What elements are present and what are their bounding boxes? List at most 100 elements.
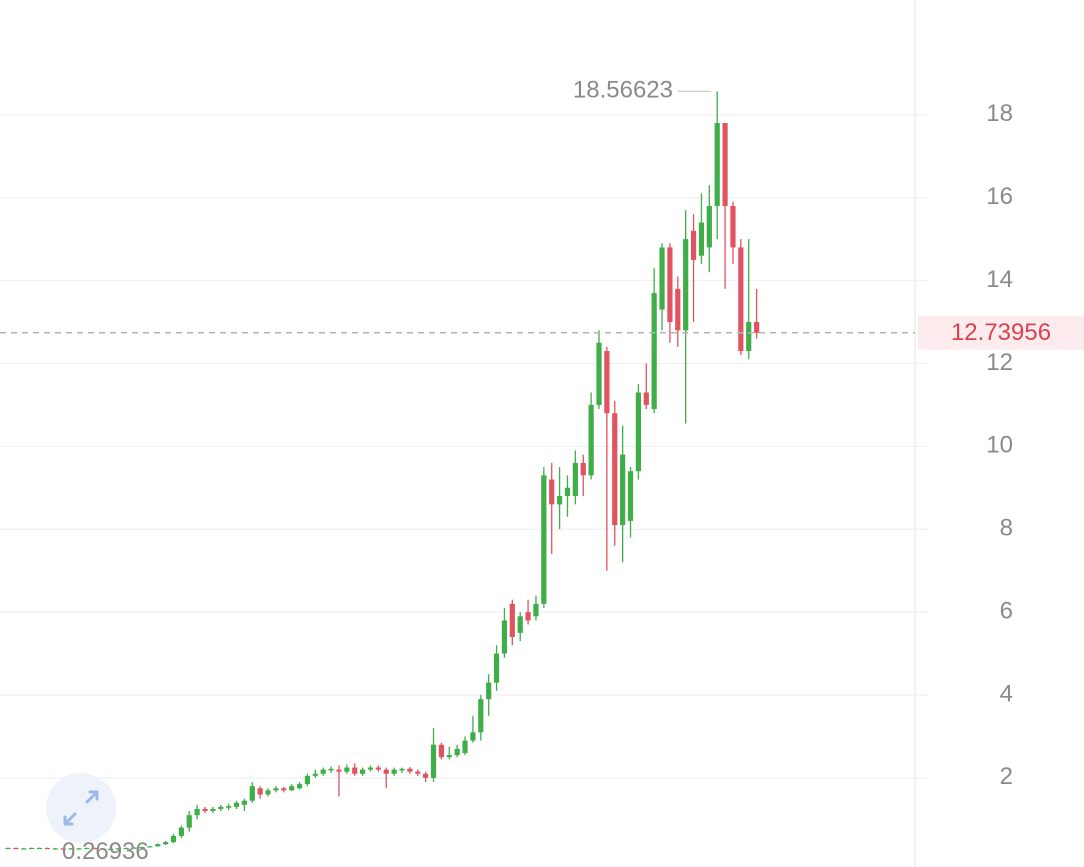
candle-body (620, 454, 626, 526)
candle-body (60, 848, 66, 850)
y-tick-label: 16 (986, 183, 1013, 210)
candle-body (690, 230, 697, 260)
candle-body (604, 351, 610, 414)
candle-body (486, 682, 492, 700)
candle-body (399, 768, 405, 771)
expand-circle[interactable] (46, 773, 116, 843)
candle-body (517, 616, 523, 633)
candle-body (667, 247, 673, 323)
y-tick-label: 10 (986, 432, 1013, 459)
candle-body (651, 293, 657, 410)
candle-body (92, 847, 98, 850)
candle-body (68, 848, 74, 850)
candle-body (454, 748, 460, 756)
candle-body (99, 848, 106, 850)
candle-body (5, 847, 11, 850)
min-label: 0.26936 (62, 838, 149, 865)
candle-body (525, 612, 531, 621)
candle-body (375, 767, 381, 770)
y-tick-label: 8 (1000, 515, 1013, 542)
candle-body (730, 205, 736, 248)
candle-body (706, 205, 712, 248)
y-tick-label: 6 (1000, 597, 1013, 624)
candle-body (501, 620, 508, 654)
expand-icon[interactable] (63, 790, 99, 826)
candle-body (627, 471, 634, 521)
candle-body (714, 123, 720, 206)
candle-body (438, 744, 444, 758)
candle-body (462, 740, 468, 754)
candle-body (21, 848, 27, 850)
candle-body (123, 847, 129, 850)
candle-body (746, 322, 752, 352)
last-price-label: 12.73956 (951, 319, 1051, 346)
candle-body (754, 322, 760, 333)
candle-body (336, 769, 342, 772)
y-tick-label: 18 (986, 100, 1013, 127)
candle-body (178, 827, 184, 836)
y-tick-label: 14 (986, 266, 1013, 293)
candle-body (44, 847, 50, 850)
candle-body (580, 462, 586, 476)
candle-body (564, 487, 571, 497)
candle-body (683, 239, 689, 331)
candle-body (257, 788, 263, 795)
candle-body (612, 413, 618, 526)
candle-body (226, 806, 232, 808)
candle-body (202, 808, 208, 812)
candle-body (541, 475, 547, 604)
candle-body (36, 847, 43, 850)
candle-body (557, 496, 563, 505)
candle-body (493, 653, 500, 683)
candle-body (391, 769, 397, 774)
candle-body (194, 808, 200, 816)
candle-body (415, 771, 421, 774)
candle-body (659, 247, 665, 310)
candle-body (533, 603, 539, 617)
candle-body (320, 769, 326, 774)
candle-body (572, 462, 578, 497)
candle-body (304, 775, 311, 785)
candle-body (131, 847, 137, 849)
candle-body (296, 784, 303, 789)
candle-body (423, 773, 429, 778)
candle-body (430, 744, 437, 778)
candle-body (596, 342, 602, 405)
expand-button[interactable] (46, 773, 116, 843)
candle-body (446, 755, 452, 758)
candle-body (698, 222, 705, 256)
candle-body (163, 842, 169, 845)
max-label: 18.56623 (573, 77, 673, 104)
candle-body (281, 788, 287, 791)
y-tick-label: 4 (1000, 680, 1013, 707)
candle-body (52, 848, 58, 850)
candle-body (549, 479, 555, 505)
candle-body (29, 847, 35, 850)
candle-body (218, 806, 224, 809)
candle-body (407, 768, 413, 772)
candle-body (139, 847, 145, 849)
candle-body (289, 786, 295, 791)
candle-body (478, 699, 484, 733)
candle-body (241, 800, 247, 805)
candle-body (635, 392, 641, 472)
candle-body (643, 392, 649, 405)
candle-body (328, 768, 334, 771)
candle-body (84, 847, 90, 850)
candle-body (155, 844, 161, 847)
y-tick-label: 2 (1000, 763, 1013, 790)
candle-body (76, 848, 82, 850)
candle-body (170, 835, 177, 843)
candle-body (509, 603, 515, 637)
candle-body (722, 123, 728, 206)
candle-body (352, 767, 358, 774)
candle-body (738, 247, 744, 352)
candle-body (383, 769, 389, 774)
candle-body (265, 790, 271, 795)
candle-body (13, 847, 19, 850)
candle-body (470, 732, 476, 741)
candle-body (115, 848, 121, 850)
candle-body (147, 846, 153, 848)
